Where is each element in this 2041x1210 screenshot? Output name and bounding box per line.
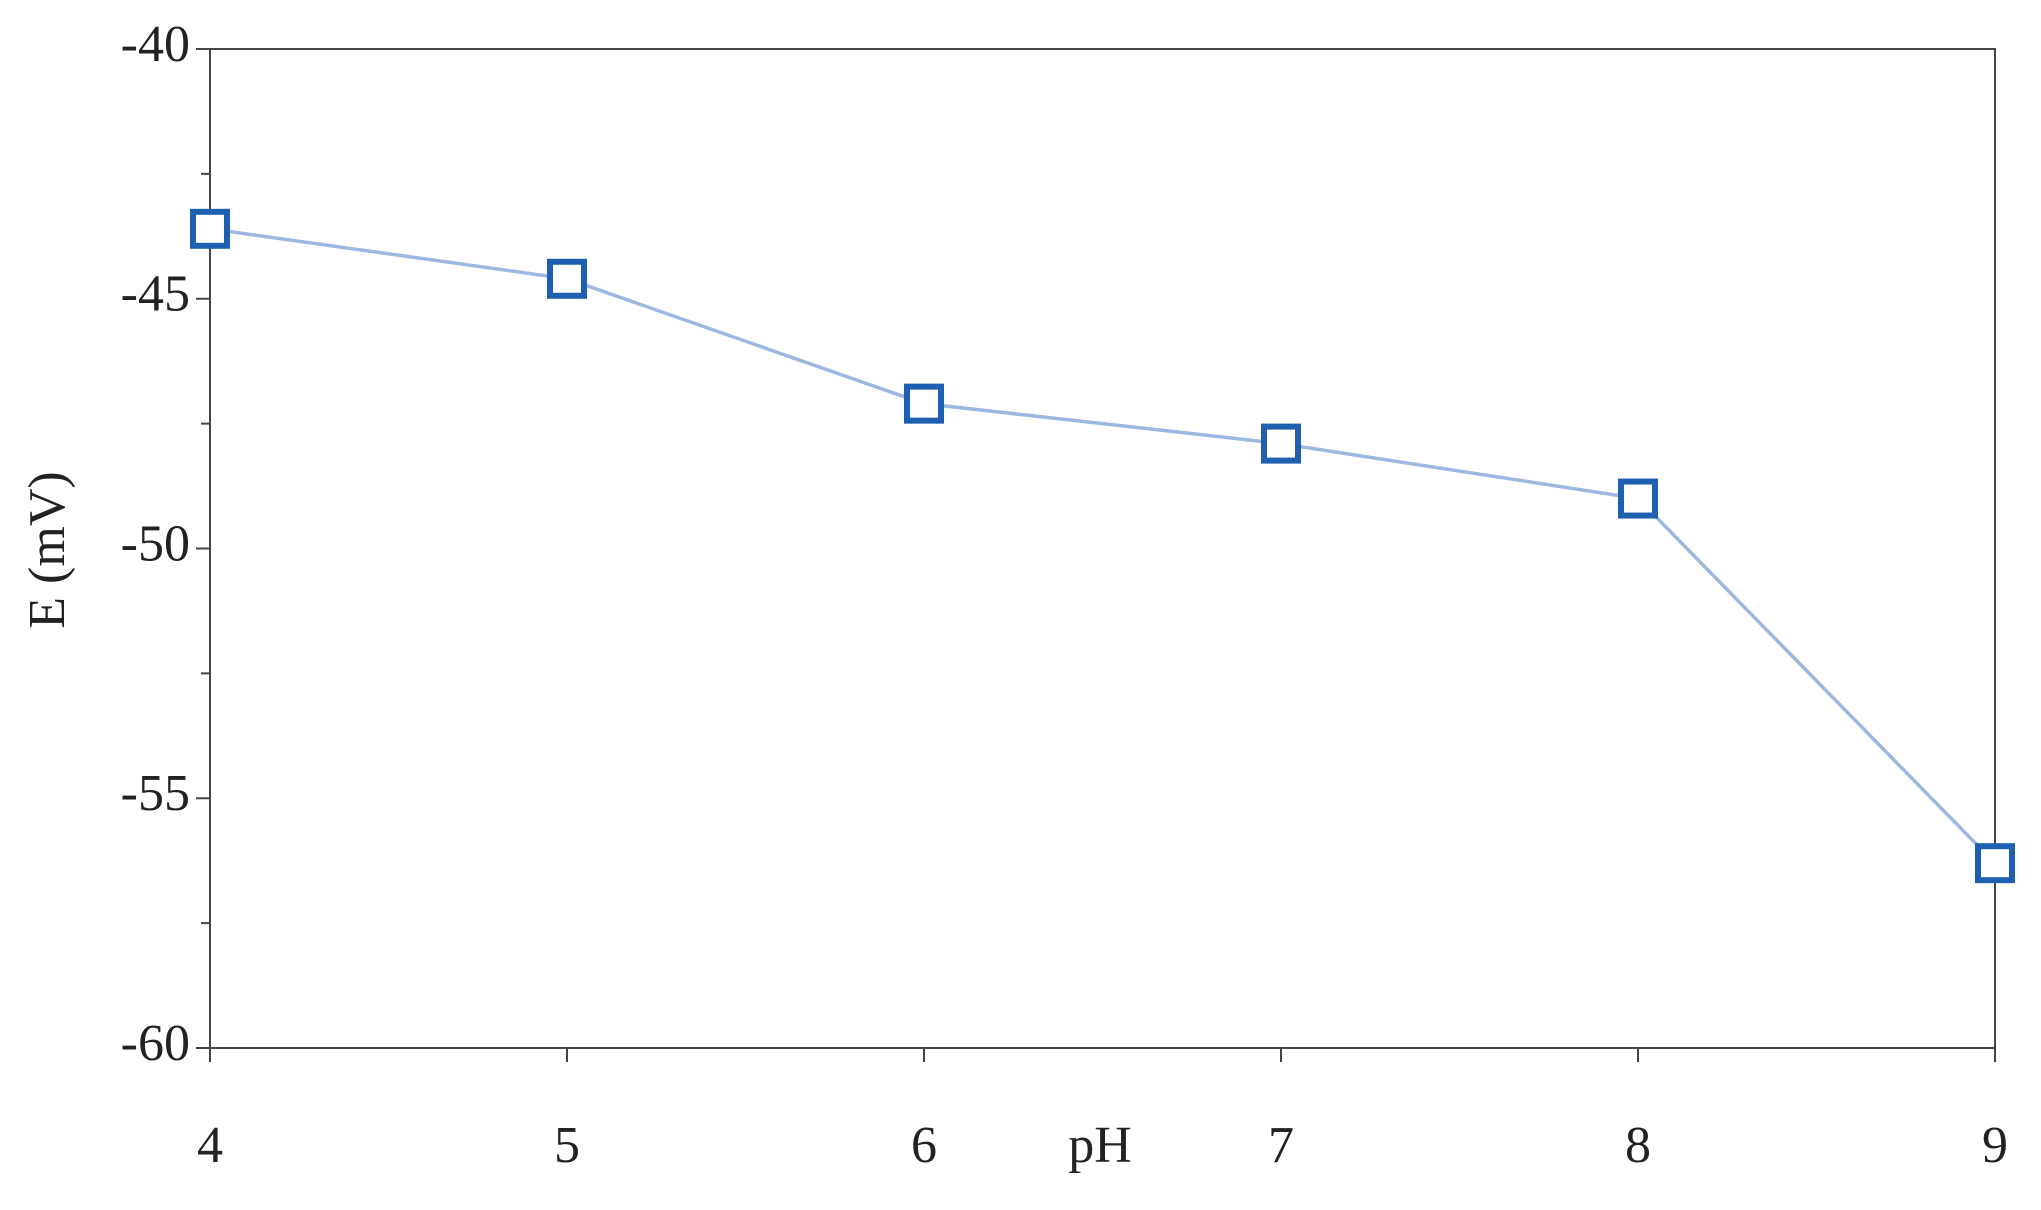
x-tick-label: 5 bbox=[554, 1117, 580, 1174]
series-line bbox=[209, 227, 1997, 865]
y-tick-label: -40 bbox=[121, 16, 190, 73]
marker bbox=[1975, 843, 2015, 884]
y-tick-label: -55 bbox=[121, 765, 190, 822]
x-tick-label: 7 bbox=[1268, 1117, 1294, 1174]
x-tick-label: 8 bbox=[1625, 1117, 1651, 1174]
y-axis-label: E (mV) bbox=[19, 471, 76, 628]
x-tick-label: 9 bbox=[1982, 1117, 2008, 1174]
plot-frame bbox=[209, 48, 1996, 1049]
y-tick-label: -60 bbox=[121, 1015, 190, 1072]
x-axis-label: pH bbox=[1068, 1117, 1132, 1174]
x-tick-label: 6 bbox=[911, 1117, 937, 1174]
marker bbox=[190, 208, 230, 249]
y-tick-label: -50 bbox=[121, 515, 190, 572]
marker bbox=[1618, 478, 1658, 519]
marker bbox=[547, 258, 587, 299]
marker bbox=[1261, 423, 1301, 464]
y-tick-label: -45 bbox=[121, 266, 190, 323]
x-tick-label: 4 bbox=[197, 1117, 223, 1174]
marker bbox=[904, 383, 944, 424]
